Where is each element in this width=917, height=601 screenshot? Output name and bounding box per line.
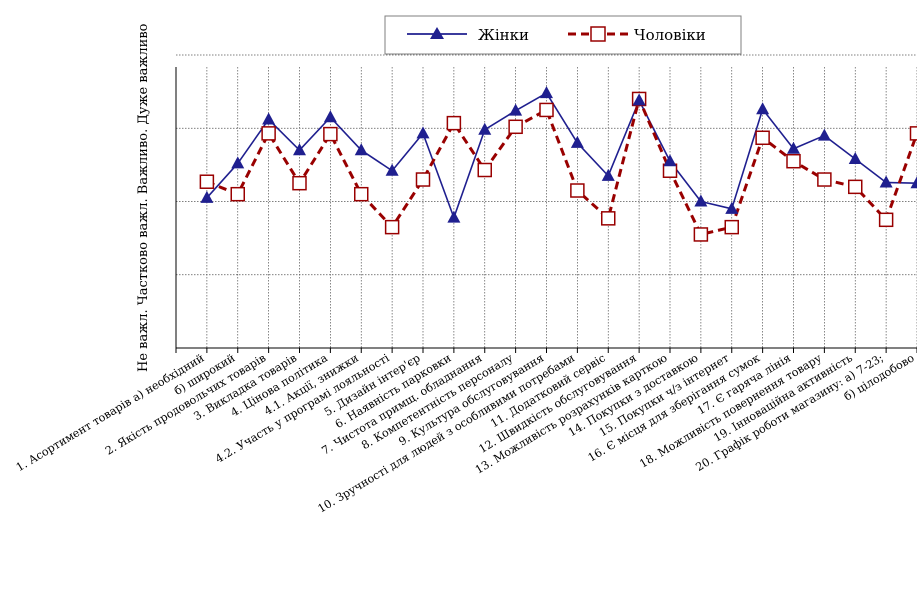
data-point-series-1 [416,126,430,139]
data-point-series-1 [231,156,245,169]
data-point-series-2 [848,179,863,195]
data-point-series-1 [756,102,770,115]
data-point-series-1 [787,141,800,154]
data-point-series-1 [293,143,306,156]
data-point-series-2 [909,126,917,141]
data-point-series-2 [878,212,894,228]
data-point-series-1 [385,163,399,176]
series-line-2 [206,97,917,236]
data-point-series-2 [755,130,770,146]
legend-item-series-1: Жінки [407,26,529,44]
data-point-series-1 [262,112,276,125]
data-point-series-2 [570,183,585,198]
data-point-series-2 [230,186,245,202]
data-point-series-2 [477,162,492,178]
data-point-series-2 [415,172,431,187]
data-point-series-2 [508,119,523,135]
series-markers [199,86,917,242]
data-point-series-1 [817,128,831,141]
data-point-series-2 [786,153,801,169]
legend-item-series-2: Чоловіки [568,26,706,44]
data-point-series-2 [601,211,616,226]
data-point-series-1 [848,152,862,165]
data-point-series-1 [200,190,214,203]
data-point-series-2 [199,174,215,189]
data-point-series-2 [446,115,462,131]
data-point-series-1 [447,210,461,223]
data-point-series-2 [261,126,276,141]
data-point-series-2 [539,102,554,118]
data-point-series-1 [540,86,553,99]
data-point-series-2 [292,175,307,191]
data-point-series-1 [725,201,739,214]
data-point-series-1 [663,154,677,167]
data-point-series-1 [570,135,584,148]
data-point-series-2 [384,219,400,235]
data-point-series-1 [509,103,523,116]
legend: Жінки Чоловіки [384,15,742,55]
data-point-series-2 [323,126,338,142]
legend-marker-triangle [430,27,444,39]
data-point-series-1 [354,143,368,156]
chart-grid [175,54,917,353]
data-point-series-1 [632,93,646,106]
data-point-series-1 [601,168,615,181]
legend-label-series-1: Жінки [478,26,529,44]
legend-marker-square [590,26,606,42]
data-point-series-1 [879,175,893,188]
data-point-series-1 [694,194,708,207]
y-axis-label: Не важл. Частково важл. Важливо. Дуже ва… [136,23,151,372]
data-point-series-1 [910,176,917,189]
data-point-series-2 [693,227,709,242]
legend-label-series-2: Чоловіки [634,26,706,44]
series-line-1 [206,92,917,219]
data-point-series-2 [817,172,832,187]
series-lines [206,92,917,236]
data-point-series-2 [354,186,369,202]
data-point-series-1 [323,110,337,123]
data-point-series-2 [724,219,739,235]
data-point-series-1 [478,122,492,135]
legend-box [384,15,742,55]
